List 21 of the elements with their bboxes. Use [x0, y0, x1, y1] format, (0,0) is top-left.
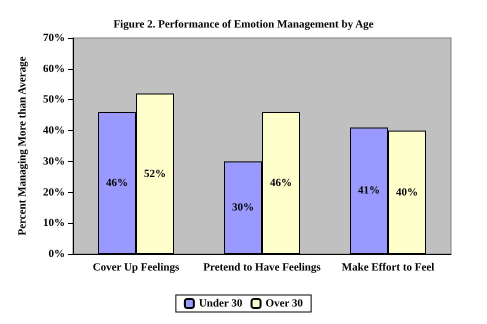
y-axis-title: Percent Managing More than Average [16, 56, 28, 236]
legend-label: Over 30 [266, 298, 304, 310]
y-tick-label: 10% [43, 217, 65, 230]
data-label: 40% [396, 186, 418, 198]
data-label: 46% [106, 177, 128, 190]
x-tick-label: Cover Up Feelings [92, 262, 180, 274]
y-tick-label: 70% [43, 32, 65, 44]
data-label: 41% [358, 184, 380, 197]
x-tick-label: Make Effort to Feel [342, 262, 434, 274]
y-tick-label: 0% [48, 248, 65, 260]
y-tick-label: 60% [43, 62, 65, 75]
data-label: 52% [144, 168, 166, 180]
y-tick-label: 50% [43, 94, 65, 106]
y-tick-label: 20% [43, 186, 65, 198]
legend-label: Under 30 [198, 298, 243, 310]
chart-title: Figure 2. Performance of Emotion Management by Age [113, 18, 374, 30]
data-label: 30% [232, 202, 254, 214]
x-tick-label: Pretend to Have Feelings [203, 262, 322, 274]
y-tick-label: 30% [43, 155, 65, 168]
data-label: 46% [270, 177, 292, 190]
y-tick-label: 40% [43, 124, 65, 137]
